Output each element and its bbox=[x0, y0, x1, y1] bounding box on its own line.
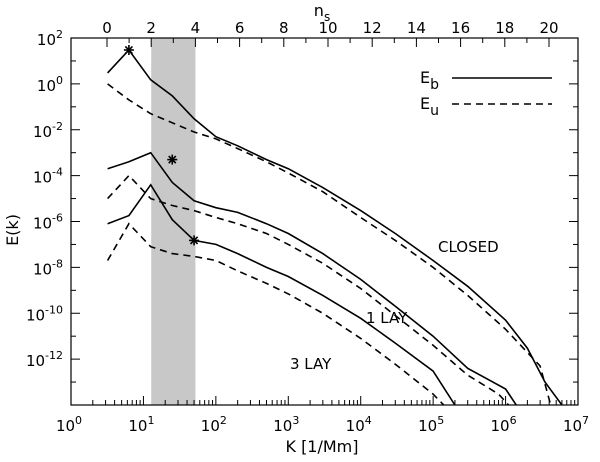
top-tick-label: 6 bbox=[235, 19, 245, 37]
y-tick-label: 10-10 bbox=[26, 303, 63, 324]
annotation-3-lay: 3 LAY bbox=[290, 355, 332, 373]
x-tick-label: 106 bbox=[491, 414, 517, 435]
asterisk-marker bbox=[167, 154, 178, 165]
y-tick-label: 10-2 bbox=[33, 120, 63, 141]
top-tick-label: 8 bbox=[279, 19, 289, 37]
y-tick-label: 10-6 bbox=[33, 212, 63, 233]
series-line bbox=[106, 222, 445, 405]
asterisk-marker bbox=[189, 235, 200, 246]
top-tick-label: 10 bbox=[318, 19, 337, 37]
x-tick-label: 105 bbox=[418, 414, 444, 435]
x-tick-label: 103 bbox=[273, 414, 299, 435]
y-tick-label: 10-4 bbox=[33, 166, 63, 187]
top-axis-title: ns bbox=[314, 1, 330, 24]
top-tick-label: 14 bbox=[407, 19, 426, 37]
x-tick-label: 107 bbox=[563, 414, 589, 435]
asterisk-marker bbox=[123, 44, 134, 55]
series-line bbox=[107, 183, 456, 405]
x-tick-label: 102 bbox=[201, 414, 227, 435]
annotation-closed: CLOSED bbox=[438, 238, 499, 256]
series-line bbox=[107, 151, 517, 405]
asterisk-stroke bbox=[168, 155, 177, 164]
y-tick-label: 10-12 bbox=[26, 349, 63, 370]
top-tick-label: 4 bbox=[191, 19, 201, 37]
top-tick-label: 12 bbox=[363, 19, 382, 37]
x-tick-label: 101 bbox=[128, 414, 154, 435]
plot-frame bbox=[70, 37, 579, 406]
y-tick-label: 10-8 bbox=[33, 257, 63, 278]
marker-layer bbox=[123, 44, 200, 246]
top-tick-label: 16 bbox=[451, 19, 470, 37]
series-layer bbox=[106, 48, 563, 405]
legend-label: Eu bbox=[420, 94, 439, 119]
asterisk-stroke bbox=[189, 236, 199, 245]
x-tick-label: 104 bbox=[346, 414, 372, 435]
x-axis-title: K [1/Mm] bbox=[285, 437, 358, 456]
asterisk-stroke bbox=[124, 45, 133, 55]
x-tick-label: 100 bbox=[56, 414, 82, 435]
label-layer: 100 101 102 103 104 105 106 10710210010-210-410… bbox=[26, 19, 589, 435]
top-tick-label: 20 bbox=[539, 19, 558, 37]
top-tick-label: 0 bbox=[102, 19, 112, 37]
tick-layer bbox=[70, 37, 579, 406]
annotation-1-lay: 1 LAY bbox=[366, 309, 408, 327]
y-axis-title: E(k) bbox=[3, 214, 22, 246]
legend-label: Eb bbox=[420, 68, 439, 93]
top-tick-label: 2 bbox=[146, 19, 156, 37]
y-tick-label: 100 bbox=[37, 74, 63, 95]
series-line bbox=[107, 83, 552, 405]
series-line bbox=[107, 48, 563, 405]
y-tick-label: 102 bbox=[37, 28, 63, 49]
top-tick-label: 18 bbox=[495, 19, 514, 37]
